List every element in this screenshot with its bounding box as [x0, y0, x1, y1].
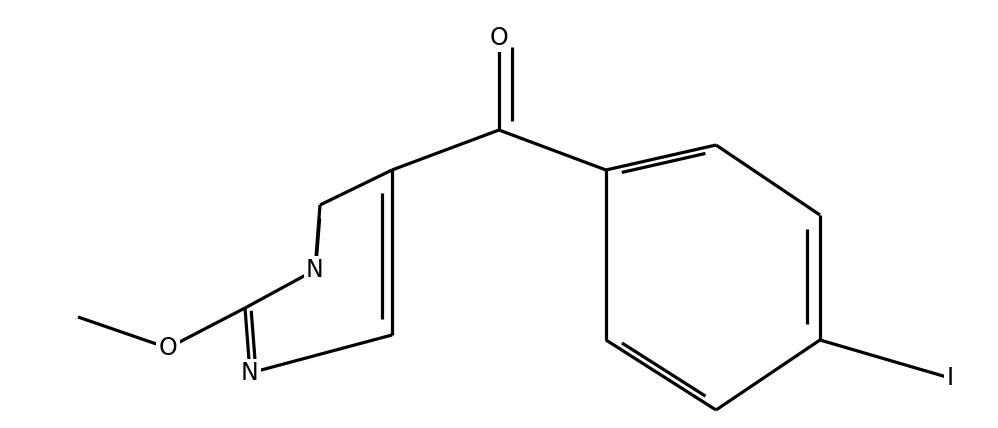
Text: O: O	[159, 336, 178, 360]
Text: O: O	[490, 26, 508, 50]
Text: N: N	[242, 361, 258, 385]
Text: I: I	[946, 366, 953, 390]
Text: N: N	[306, 258, 324, 282]
